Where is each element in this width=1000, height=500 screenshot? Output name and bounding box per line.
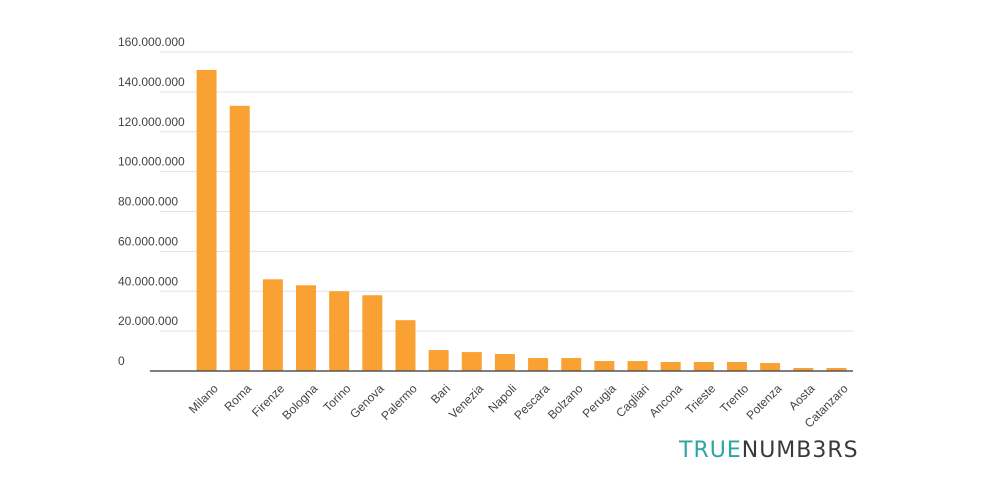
logo-part-numb3rs: NUMB3RS xyxy=(741,438,859,463)
bar-ancona xyxy=(660,362,681,371)
y-tick-label: 40.000.000 xyxy=(118,274,178,288)
y-tick-label: 60.000.000 xyxy=(118,234,178,248)
x-category-label: Potenza xyxy=(743,381,784,422)
x-category-label: Pescara xyxy=(511,381,552,422)
x-category-label: Ancona xyxy=(646,381,685,420)
bar-firenze xyxy=(262,279,283,371)
x-category-label: Venezia xyxy=(446,381,486,421)
bar-perugia xyxy=(594,361,615,371)
y-axis-tick-labels: 0 20.000.000 40.000.000 60.000.000 80.000.00… xyxy=(118,35,185,368)
bar-bolzano xyxy=(561,358,582,371)
x-category-label: Bologna xyxy=(279,381,320,422)
x-category-label: Bolzano xyxy=(545,381,586,422)
bar-bari xyxy=(428,350,449,371)
x-category-label: Bari xyxy=(428,381,453,406)
bar-milano xyxy=(196,69,217,371)
x-category-label: Trieste xyxy=(683,381,719,417)
bar-napoli xyxy=(494,354,515,371)
bar-palermo xyxy=(395,320,416,371)
x-category-label: Perugia xyxy=(580,381,619,420)
bar-trieste xyxy=(693,362,714,371)
bar-genova xyxy=(362,295,383,371)
y-tick-label: 80.000.000 xyxy=(118,195,178,209)
bar-pescara xyxy=(528,358,549,371)
y-tick-label: 100.000.000 xyxy=(118,155,185,169)
bar-aosta xyxy=(793,368,814,371)
bars xyxy=(196,69,847,372)
bar-potenza xyxy=(760,363,781,371)
logo-part-true: TRUE xyxy=(679,438,742,463)
bar-trento xyxy=(726,362,747,371)
x-category-label: Milano xyxy=(186,381,221,416)
y-tick-label: 20.000.000 xyxy=(118,314,178,328)
y-tick-label: 0 xyxy=(118,354,125,368)
bar-torino xyxy=(329,291,350,371)
y-tick-label: 120.000.000 xyxy=(118,115,185,129)
y-tick-label: 160.000.000 xyxy=(118,35,185,49)
bar-roma xyxy=(229,105,250,372)
x-category-label: Palermo xyxy=(378,381,420,423)
bar-cagliari xyxy=(627,361,648,371)
truenumbers-logo: TRUENUMB3RS xyxy=(679,438,859,463)
y-tick-label: 140.000.000 xyxy=(118,75,185,89)
bar-catanzaro xyxy=(826,368,847,371)
x-category-label: Cagliari xyxy=(613,381,652,420)
bar-bologna xyxy=(296,285,317,371)
bar-venezia xyxy=(461,352,482,371)
